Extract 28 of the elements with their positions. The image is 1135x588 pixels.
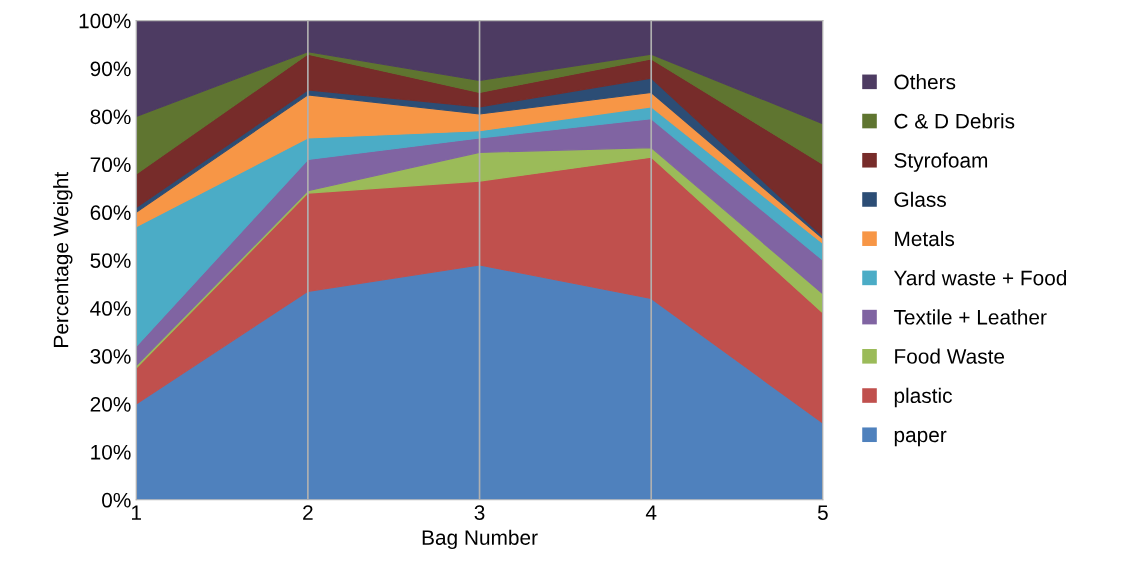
y-axis-title: Percentage Weight	[53, 171, 73, 347]
legend-label: Metals	[895, 230, 955, 247]
y-tick-label: 60%	[90, 205, 131, 221]
legend-label: Glass	[894, 191, 946, 207]
y-tick-label: 100%	[79, 13, 131, 29]
y-tick-label: 50%	[90, 253, 131, 268]
x-tick-label: 2	[303, 505, 313, 520]
y-tick-label: 20%	[90, 396, 131, 412]
legend-label: Yard waste + Food	[893, 270, 1067, 286]
legend-label: Styrofoam	[894, 152, 988, 172]
x-tick-label: 3	[474, 505, 485, 520]
x-tick-label: 4	[645, 505, 657, 520]
legend-label: paper	[894, 430, 947, 447]
legend-label: plastic	[894, 387, 952, 408]
y-tick-label: 80%	[90, 109, 131, 125]
x-tick-label: 1	[132, 505, 141, 520]
y-tick-label: 30%	[90, 349, 131, 364]
x-axis-title: Bag Number	[422, 529, 538, 550]
y-tick-label: 70%	[90, 157, 131, 173]
legend-label: Textile + Leather	[893, 309, 1047, 325]
y-tick-label: 0%	[102, 492, 131, 508]
y-tick-label: 90%	[90, 61, 131, 77]
legend-label: C & D Debris	[894, 113, 1015, 129]
y-tick-label: 40%	[90, 301, 131, 316]
x-tick-label: 5	[817, 505, 828, 520]
legend-label: Others	[894, 74, 956, 90]
legend-label: Food Waste	[895, 348, 1005, 364]
y-tick-label: 10%	[91, 444, 131, 460]
